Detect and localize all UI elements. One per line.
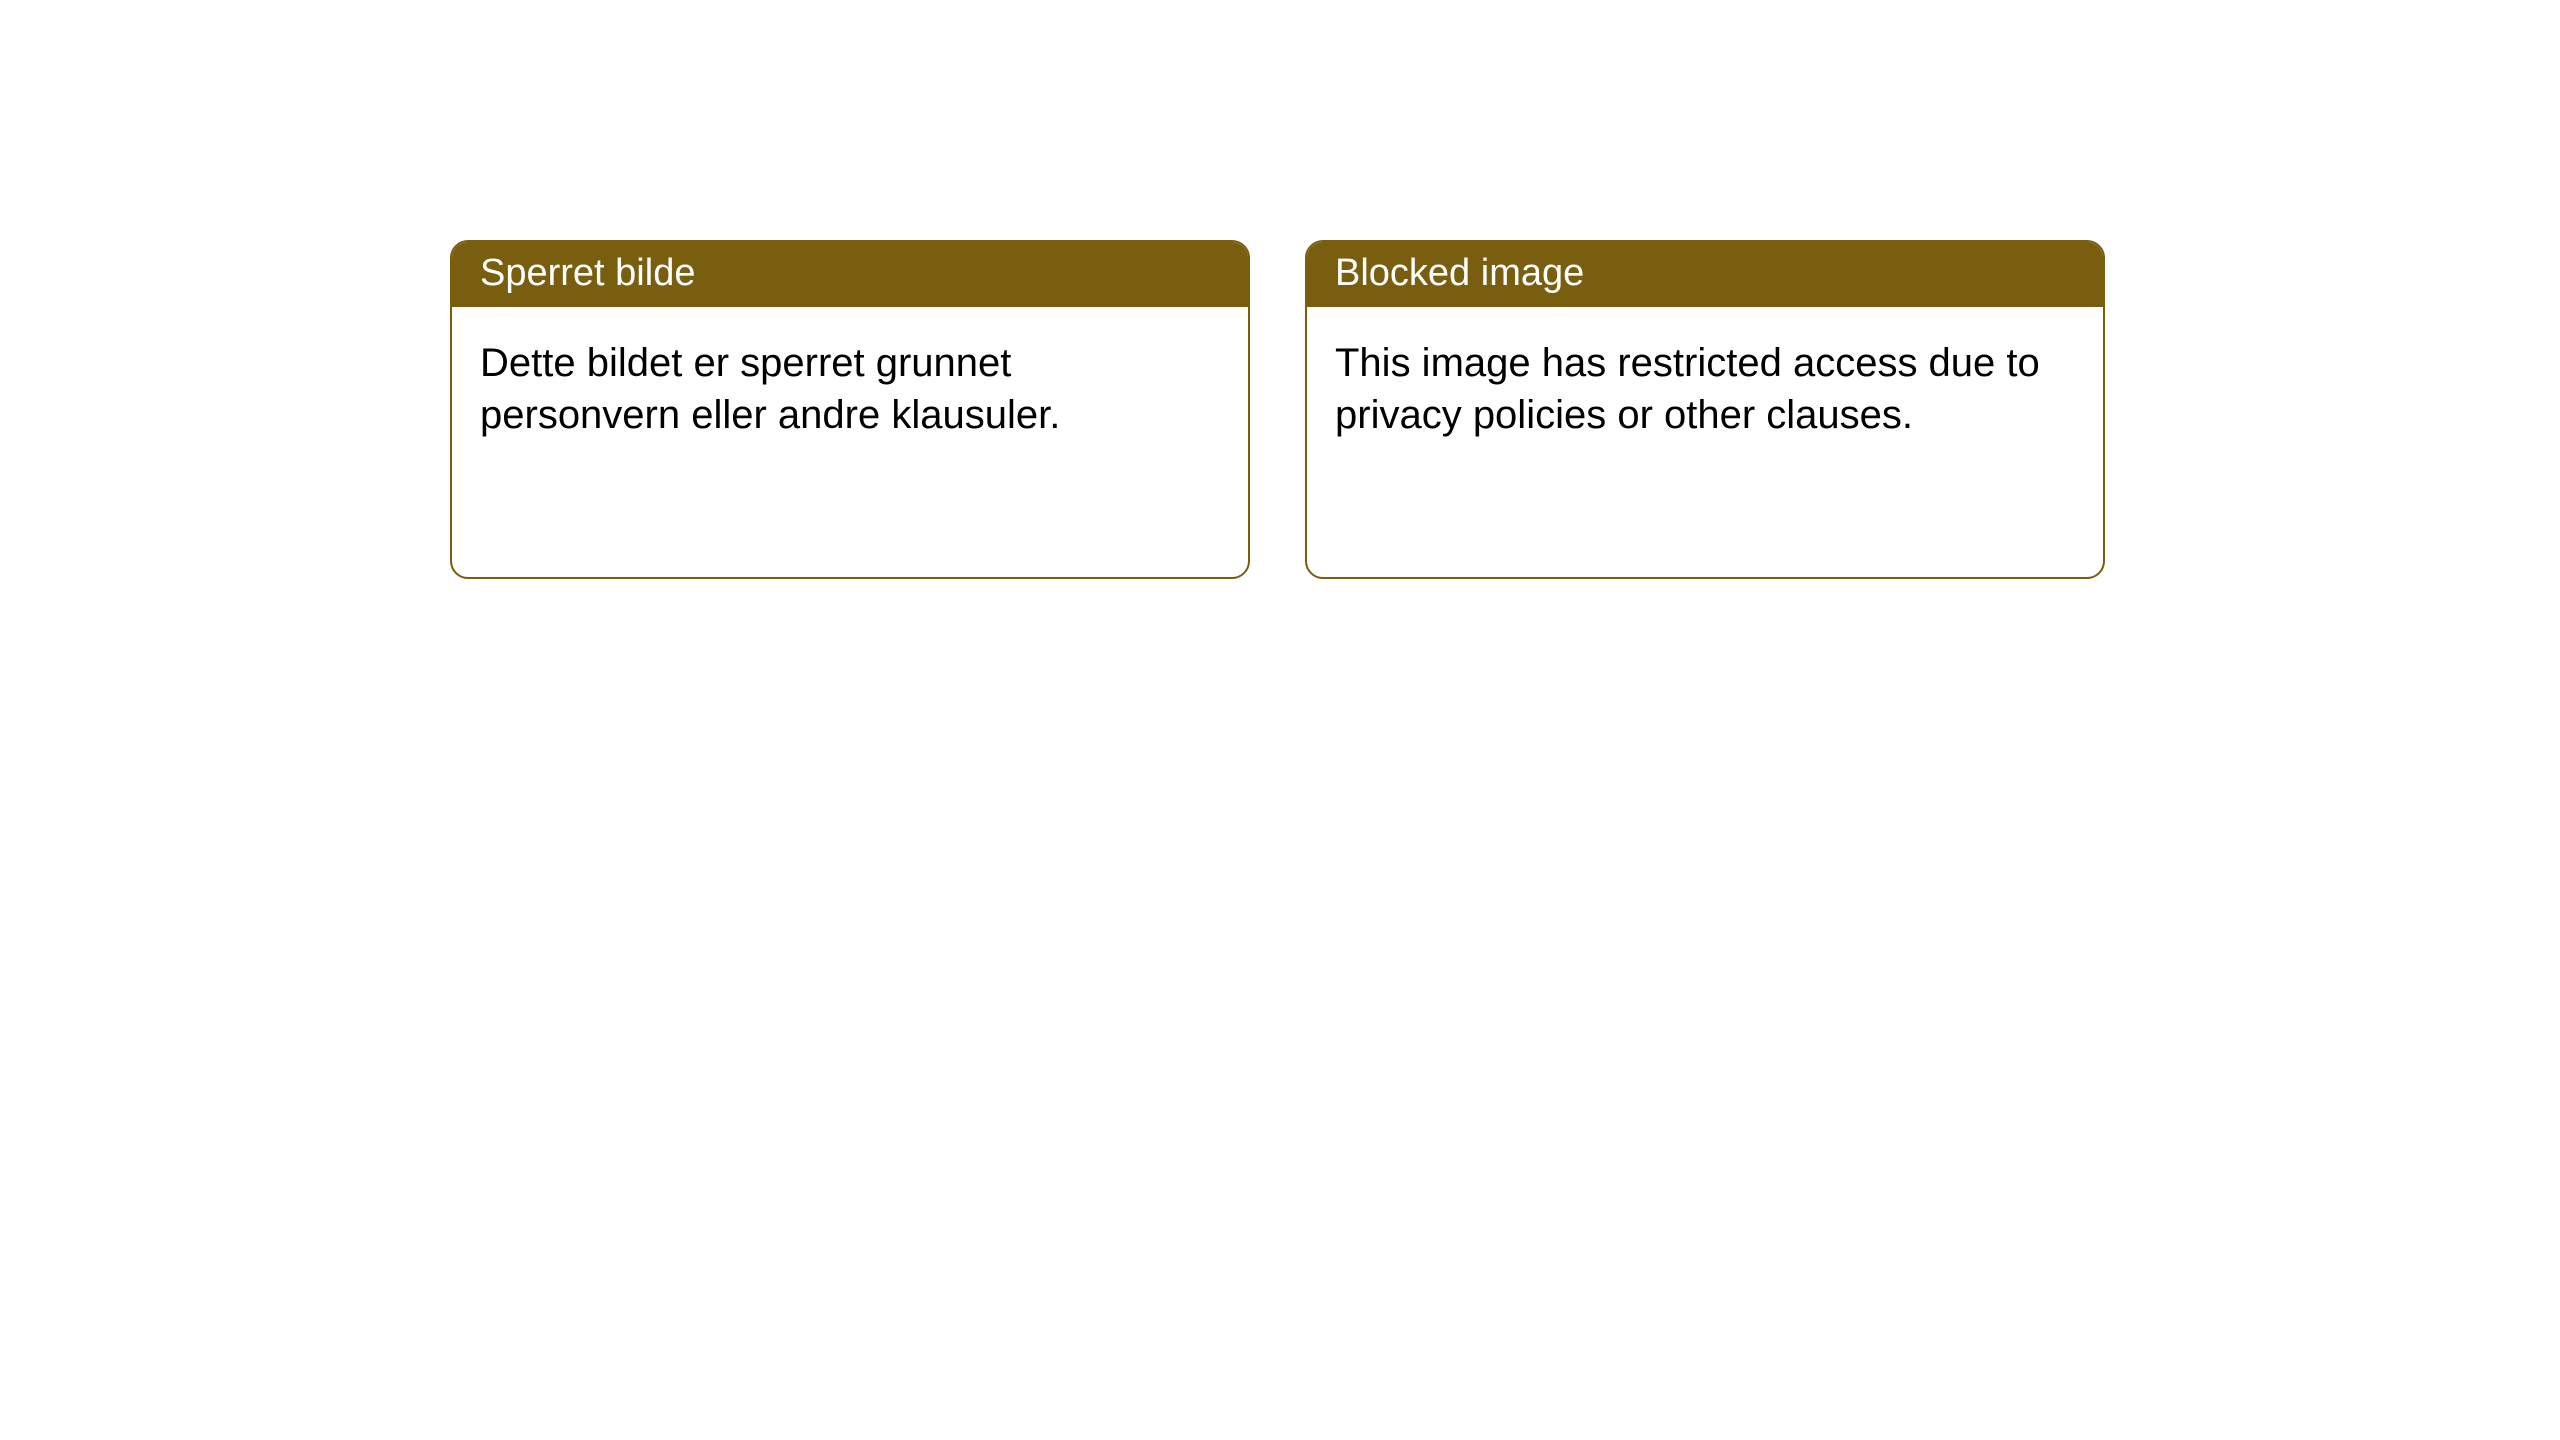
notice-container: Sperret bilde Dette bildet er sperret gr…	[450, 240, 2105, 579]
notice-body-text: This image has restricted access due to …	[1335, 341, 2040, 437]
notice-card-body: This image has restricted access due to …	[1307, 307, 2103, 577]
notice-body-text: Dette bildet er sperret grunnet personve…	[480, 341, 1060, 437]
notice-card-body: Dette bildet er sperret grunnet personve…	[452, 307, 1248, 577]
notice-card-english: Blocked image This image has restricted …	[1305, 240, 2105, 579]
notice-card-header: Blocked image	[1307, 242, 2103, 307]
notice-card-norwegian: Sperret bilde Dette bildet er sperret gr…	[450, 240, 1250, 579]
notice-card-header: Sperret bilde	[452, 242, 1248, 307]
notice-title: Sperret bilde	[480, 252, 695, 294]
notice-title: Blocked image	[1335, 252, 1584, 294]
